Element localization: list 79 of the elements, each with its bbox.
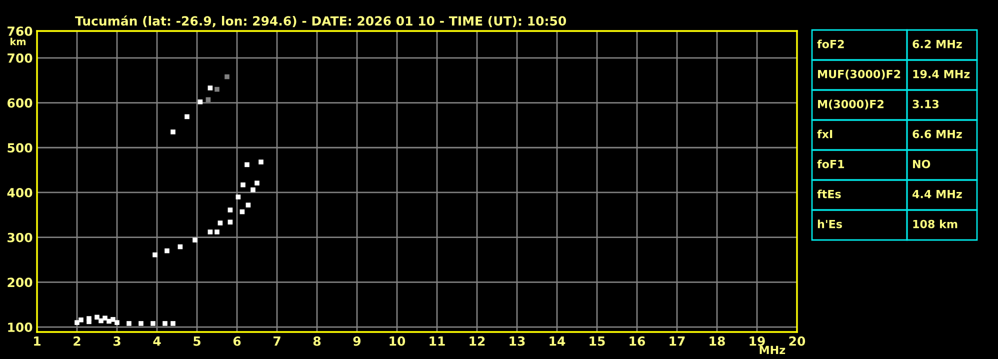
point xyxy=(102,316,108,320)
text: MUF(3000)F2 xyxy=(818,70,900,80)
text: h'Es xyxy=(818,220,842,228)
text: foF1 xyxy=(817,160,844,168)
point xyxy=(164,248,170,254)
x-tick-label: 17 xyxy=(670,336,685,346)
x-tick-label: 11 xyxy=(430,336,445,346)
point xyxy=(250,187,256,192)
point xyxy=(198,99,203,104)
y-tick-label: 200 xyxy=(8,278,32,288)
text: NO xyxy=(913,160,930,168)
point xyxy=(246,202,251,208)
x-tick-label: 20 xyxy=(789,336,806,346)
point xyxy=(236,194,241,200)
x-tick-label: 10 xyxy=(390,336,406,346)
y-tick-label: 100 xyxy=(8,322,32,332)
text: M(3000)F2 xyxy=(818,100,884,110)
x-tick-label: 6 xyxy=(233,336,241,346)
x-tick-label: 14 xyxy=(550,336,566,346)
point xyxy=(184,114,190,120)
y-tick-label: 700 xyxy=(8,53,32,63)
point xyxy=(192,238,198,242)
text: foF2 xyxy=(817,40,844,48)
x-tick-label: 15 xyxy=(590,336,605,346)
text: 19.4 MHz xyxy=(913,70,970,78)
point xyxy=(170,130,176,134)
point xyxy=(94,314,100,320)
point xyxy=(214,230,220,234)
point xyxy=(224,74,230,80)
x-tick-label: 4 xyxy=(153,336,161,346)
x-tick-label: 12 xyxy=(470,336,485,346)
text: ftEs xyxy=(817,190,841,198)
text: 6.2 MHz xyxy=(912,40,962,48)
point xyxy=(254,180,260,186)
point xyxy=(150,321,156,326)
y-tick-label: 300 xyxy=(8,232,32,242)
point xyxy=(152,252,158,258)
point xyxy=(208,230,213,234)
text: 3.13 xyxy=(912,100,939,108)
point xyxy=(170,321,176,326)
y-tick-label: 400 xyxy=(7,188,32,198)
y-axis-title: km xyxy=(10,38,26,46)
x-tick-label: 19 xyxy=(750,336,765,346)
point xyxy=(240,182,246,188)
point xyxy=(214,86,220,92)
text: 108 km xyxy=(913,220,958,228)
point xyxy=(86,316,92,321)
text: fxI xyxy=(817,130,832,138)
y-tick-label: 600 xyxy=(8,98,32,108)
x-tick-label: 18 xyxy=(710,336,725,346)
point xyxy=(114,320,120,325)
text: 6.6 MHz xyxy=(912,130,962,138)
point xyxy=(74,320,80,325)
y-tick-label: 760 xyxy=(8,26,32,36)
x-tick-label: 7 xyxy=(273,336,280,346)
point xyxy=(138,321,144,326)
x-tick-label: 5 xyxy=(194,336,200,346)
chart-title: Tucumán (lat: -26.9, lon: 294.6) - DATE: 2026 01 10 - TIME (UT): 10:50 xyxy=(75,15,566,28)
point xyxy=(244,162,250,168)
x-axis-title: MHz xyxy=(760,346,786,354)
x-tick-label: 16 xyxy=(630,336,646,346)
point xyxy=(126,321,132,326)
y-tick-label: 500 xyxy=(8,143,32,153)
point xyxy=(228,208,233,212)
point xyxy=(110,317,116,322)
point xyxy=(78,317,84,322)
text: 4.4 MHz xyxy=(912,190,962,198)
x-tick-label: 1 xyxy=(34,336,40,346)
point xyxy=(208,86,213,90)
point xyxy=(206,97,211,102)
x-tick-label: 13 xyxy=(510,336,525,346)
x-tick-label: 3 xyxy=(113,336,120,346)
x-tick-label: 8 xyxy=(313,336,321,346)
point xyxy=(162,321,168,326)
point xyxy=(228,220,233,225)
point xyxy=(258,160,264,164)
point xyxy=(218,220,223,226)
x-tick-label: 2 xyxy=(74,336,80,346)
x-tick-label: 9 xyxy=(353,336,361,346)
